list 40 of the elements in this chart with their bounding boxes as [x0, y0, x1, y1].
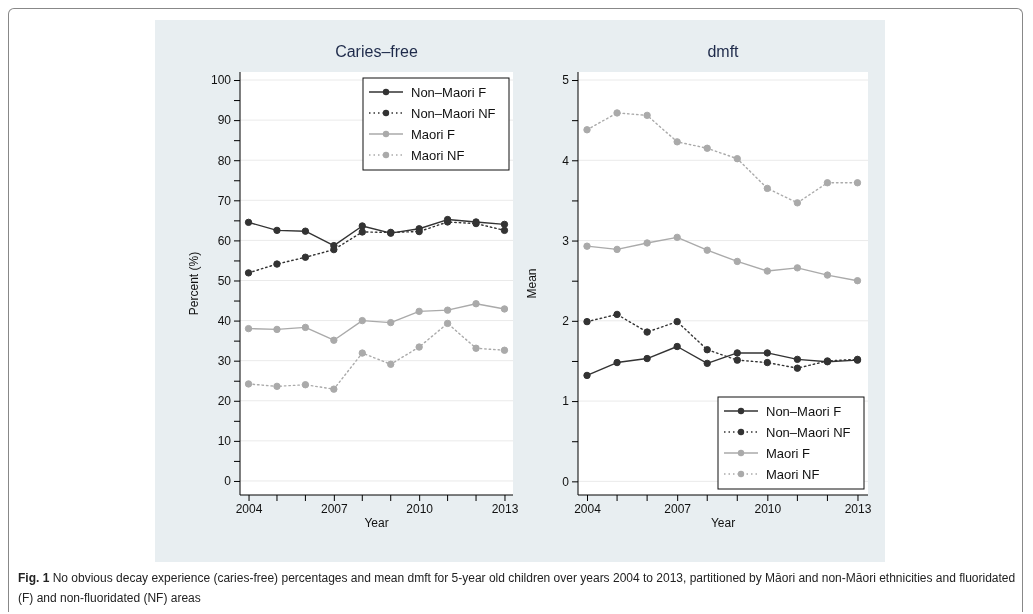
y-axis-title: Mean: [525, 268, 539, 299]
y-tick-label: 3: [562, 233, 570, 248]
legend-label: Non–Maori NF: [766, 424, 851, 440]
legend-label: Non–Maori F: [766, 403, 842, 419]
x-tick-label: 2010: [754, 501, 782, 516]
chart-title: dmft: [707, 43, 740, 60]
x-axis-title: Year: [710, 516, 736, 530]
y-tick-label: 2: [562, 314, 570, 329]
x-tick-label: 2007: [664, 501, 692, 516]
y-tick-label: 90: [217, 113, 232, 128]
legend-label: Maori NF: [411, 147, 465, 163]
legend-label: Maori NF: [766, 466, 820, 482]
legend-label: Maori F: [766, 445, 811, 461]
legend-label: Non–Maori F: [411, 84, 487, 100]
y-tick-label: 30: [217, 354, 232, 369]
caption: Fig. 1 No obvious decay experience (caries-free) percentages and mean dmft for 5-year old children over years 2004 to 2013, partitioned by Māori and non-Māori ethnicities and fluoridated (F) and non-fluoridated (NF) areas: [18, 571, 1016, 605]
x-tick-label: 2013: [844, 501, 872, 516]
y-tick-label: 5: [562, 73, 570, 88]
y-tick-label: 4: [562, 153, 570, 168]
y-tick-label: 70: [217, 193, 232, 208]
y-tick-label: 40: [217, 313, 232, 328]
x-tick-label: 2004: [574, 501, 602, 516]
x-tick-label: 2007: [320, 501, 349, 516]
y-tick-label: 1: [562, 394, 570, 409]
legend-label: Non–Maori NF: [411, 105, 496, 121]
chart-title: Caries–free: [335, 43, 418, 60]
y-tick-label: 60: [217, 233, 232, 248]
x-tick-label: 2010: [406, 501, 434, 516]
y-tick-label: 100: [210, 73, 232, 88]
y-tick-label: 0: [224, 474, 232, 489]
y-tick-label: 10: [217, 434, 232, 449]
y-axis-title: Percent (%): [187, 251, 201, 316]
y-tick-label: 80: [217, 153, 232, 168]
y-tick-label: 50: [217, 273, 232, 288]
x-tick-label: 2004: [235, 501, 263, 516]
x-tick-label: 2013: [491, 501, 519, 516]
y-tick-label: 20: [217, 394, 232, 409]
legend-label: Maori F: [411, 126, 456, 142]
x-axis-title: Year: [364, 516, 389, 530]
y-tick-label: 0: [562, 474, 570, 489]
